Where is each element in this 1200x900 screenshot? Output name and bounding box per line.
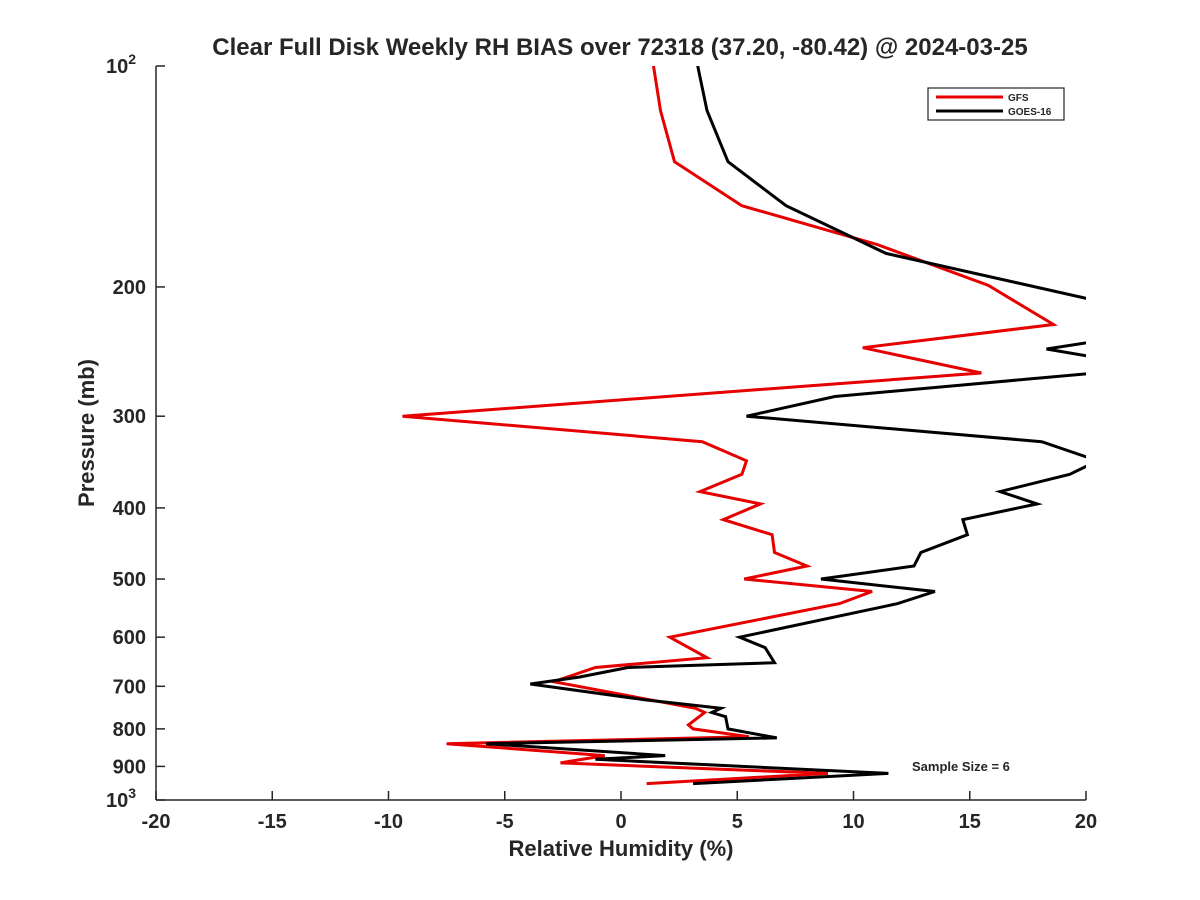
x-tick-label: -10 — [374, 811, 403, 833]
y-tick-label: 103 — [106, 785, 136, 812]
x-tick-label: 15 — [959, 811, 981, 833]
y-axis-label: Pressure (mb) — [74, 359, 99, 507]
series-lines — [402, 66, 1086, 786]
legend-label-goes16: GOES-16 — [1008, 107, 1052, 118]
y-tick-label: 102 — [106, 51, 136, 78]
legend: GFS GOES-16 — [927, 87, 1065, 121]
sample-size-annotation: Sample Size = 6 — [912, 759, 1010, 774]
y-tick-label: 500 — [113, 569, 146, 591]
x-axis-label: Relative Humidity (%) — [509, 836, 734, 861]
series-line-goes16 — [486, 66, 1086, 786]
chart-title: Clear Full Disk Weekly RH BIAS over 7231… — [212, 34, 1027, 61]
y-tick-label: 900 — [113, 756, 146, 778]
legend-box — [927, 87, 1065, 121]
legend-label-gfs: GFS — [1008, 93, 1029, 104]
y-tick-label: 700 — [113, 676, 146, 698]
x-tick-label: -20 — [142, 811, 171, 833]
y-tick-label: 200 — [113, 277, 146, 299]
x-tick-label: -15 — [258, 811, 287, 833]
y-tick-label: 300 — [113, 406, 146, 428]
y-tick-label: 400 — [113, 498, 146, 520]
x-tick-label: -5 — [496, 811, 514, 833]
x-tick-label: 5 — [732, 811, 743, 833]
x-tick-label: 10 — [842, 811, 864, 833]
y-ticks: 102 200 300 400 500 600 700 800 900 103 — [106, 51, 165, 812]
series-line-gfs — [402, 66, 1059, 786]
x-ticks: -20 -15 -10 -5 0 5 10 15 20 — [142, 791, 1097, 833]
x-tick-label: 20 — [1075, 811, 1097, 833]
y-tick-label: 600 — [113, 627, 146, 649]
y-tick-label: 800 — [113, 719, 146, 741]
x-tick-label: 0 — [615, 811, 626, 833]
